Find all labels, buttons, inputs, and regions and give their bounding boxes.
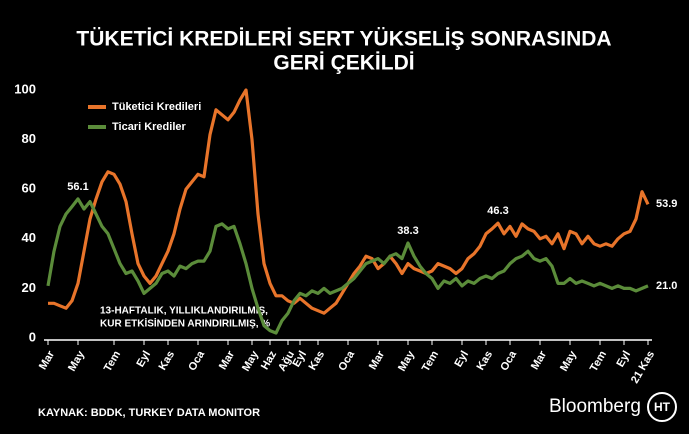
value-label: 46.3 xyxy=(487,205,508,217)
value-label: 56.1 xyxy=(67,181,88,193)
note: 13-HAFTALIK, YILLIKLANDIRILMIŞ, xyxy=(100,306,268,317)
x-tick-label: Tem xyxy=(588,349,609,374)
logo: HT xyxy=(654,400,671,414)
note: KUR ETKİSİNDEN ARINDIRILMIŞ, % xyxy=(100,317,270,330)
x-tick-label: Oca xyxy=(498,348,519,373)
x-tick-label: Mar xyxy=(367,348,388,372)
y-tick-label: 60 xyxy=(22,181,36,196)
value-label: 53.9 xyxy=(656,198,677,210)
x-tick-label: Eyl xyxy=(452,349,471,369)
x-tick-label: Kas xyxy=(307,349,327,372)
x-tick-label: Oca xyxy=(336,348,357,373)
y-tick-label: 100 xyxy=(14,81,36,96)
logo-circle xyxy=(647,392,677,422)
y-tick-label: 0 xyxy=(29,329,36,344)
x-tick-label: May xyxy=(66,348,88,373)
x-tick-label: Eyl xyxy=(134,349,153,369)
y-tick-label: 40 xyxy=(22,230,36,245)
x-tick-label: Oca xyxy=(186,348,207,373)
brand: Bloomberg xyxy=(549,396,641,417)
x-tick-label: Tem xyxy=(102,349,123,374)
legend-label: Ticari Krediler xyxy=(112,121,186,133)
series-line xyxy=(46,197,649,335)
x-tick-label: Tem xyxy=(420,349,441,374)
x-tick-label: Kas xyxy=(157,349,177,372)
y-tick-label: 20 xyxy=(22,280,36,295)
x-tick-label: Mar xyxy=(217,348,238,372)
x-tick-label: Eyl xyxy=(614,349,633,369)
x-tick-label: May xyxy=(558,348,580,373)
x-tick-label: May xyxy=(396,348,418,373)
chart-title: GERİ ÇEKİLDİ xyxy=(273,52,414,75)
x-tick-label: Kas xyxy=(475,349,495,372)
value-label: 21.0 xyxy=(656,280,677,292)
source: KAYNAK: BDDK, TURKEY DATA MONITOR xyxy=(38,407,260,419)
x-tick-label: Mar xyxy=(37,348,58,372)
x-tick-label: Mar xyxy=(529,348,550,372)
x-tick-label: May xyxy=(240,348,262,373)
legend-label: Tüketici Kredileri xyxy=(112,101,201,113)
x-tick-label: 21 Kas xyxy=(629,349,657,386)
value-label: 38.3 xyxy=(397,225,418,237)
chart-title: TÜKETİCİ KREDİLERİ SERT YÜKSELİŞ SONRASI… xyxy=(76,28,611,51)
y-tick-label: 80 xyxy=(22,131,36,146)
